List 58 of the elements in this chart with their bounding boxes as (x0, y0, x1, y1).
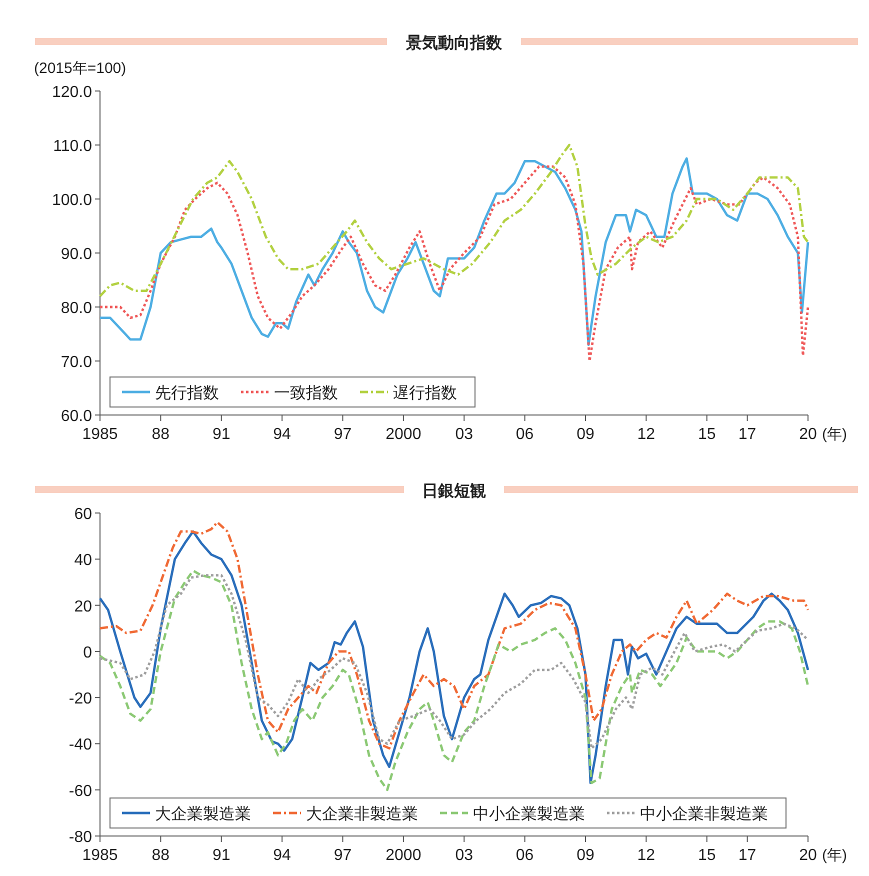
y-tick-label: -40 (68, 736, 92, 754)
legend-label: 中小企業非製造業 (640, 805, 768, 823)
x-tick-label: 09 (576, 426, 594, 443)
x-axis-title: (年) (822, 426, 847, 443)
line-series (98, 574, 810, 750)
x-tick-label: 15 (698, 426, 716, 443)
x-tick-label: 1985 (82, 847, 118, 864)
y-tick-label: 20 (74, 598, 92, 616)
legend-label: 大企業非製造業 (306, 805, 418, 823)
y-tick-label: -60 (68, 782, 92, 800)
y-tick-label: 100.0 (52, 192, 92, 209)
y-tick-label: 70.0 (60, 354, 92, 371)
line-series (98, 530, 810, 784)
y-tick-label: 60 (74, 506, 92, 523)
legend-label: 先行指数 (155, 384, 219, 402)
y-axis-title: (2015年=100) (34, 60, 126, 77)
x-tick-label: 09 (576, 847, 594, 864)
x-tick-label: 17 (738, 426, 756, 443)
x-tick-label: 06 (516, 426, 534, 443)
y-tick-label: 110.0 (53, 138, 92, 155)
y-tick-label: 60.0 (60, 408, 92, 425)
x-tick-label: 17 (738, 847, 756, 864)
line-series (98, 144, 810, 298)
chart-title: 景気動向指数 (405, 34, 503, 52)
legend-label: 中小企業製造業 (473, 805, 585, 823)
y-tick-label: 90.0 (60, 246, 92, 263)
x-tick-label: 2000 (386, 426, 422, 443)
line-series (98, 569, 810, 792)
x-tick-label: 97 (334, 426, 352, 443)
x-tick-label: 20 (799, 847, 817, 864)
y-tick-label: 0 (83, 644, 92, 662)
x-tick-label: 94 (273, 426, 292, 443)
x-tick-label: 06 (516, 847, 534, 864)
y-tick-label: -20 (68, 690, 92, 708)
x-tick-label: 1985 (82, 426, 118, 443)
x-tick-label: 91 (212, 847, 230, 864)
chart-title: 日銀短観 (422, 482, 486, 500)
x-tick-label: 12 (637, 847, 656, 864)
legend-label: 一致指数 (274, 384, 338, 402)
x-tick-label: 15 (698, 847, 716, 864)
x-tick-label: 03 (455, 426, 474, 443)
x-axis-title: (年) (822, 847, 847, 864)
x-tick-label: 88 (152, 426, 170, 443)
y-tick-label: 80.0 (60, 300, 92, 317)
x-tick-label: 2000 (386, 847, 422, 864)
y-tick-label: -80 (68, 829, 92, 846)
x-tick-label: 20 (799, 426, 817, 443)
line-series (98, 521, 810, 750)
x-tick-label: 03 (455, 847, 474, 864)
x-tick-label: 12 (637, 426, 656, 443)
legend-label: 遅行指数 (393, 384, 457, 402)
x-tick-label: 94 (273, 847, 292, 864)
x-tick-label: 91 (212, 426, 230, 443)
legend-label: 大企業製造業 (155, 805, 251, 823)
y-tick-label: 120.0 (52, 84, 92, 101)
x-tick-label: 97 (334, 847, 352, 864)
x-tick-label: 88 (152, 847, 170, 864)
y-tick-label: 40 (74, 552, 92, 570)
